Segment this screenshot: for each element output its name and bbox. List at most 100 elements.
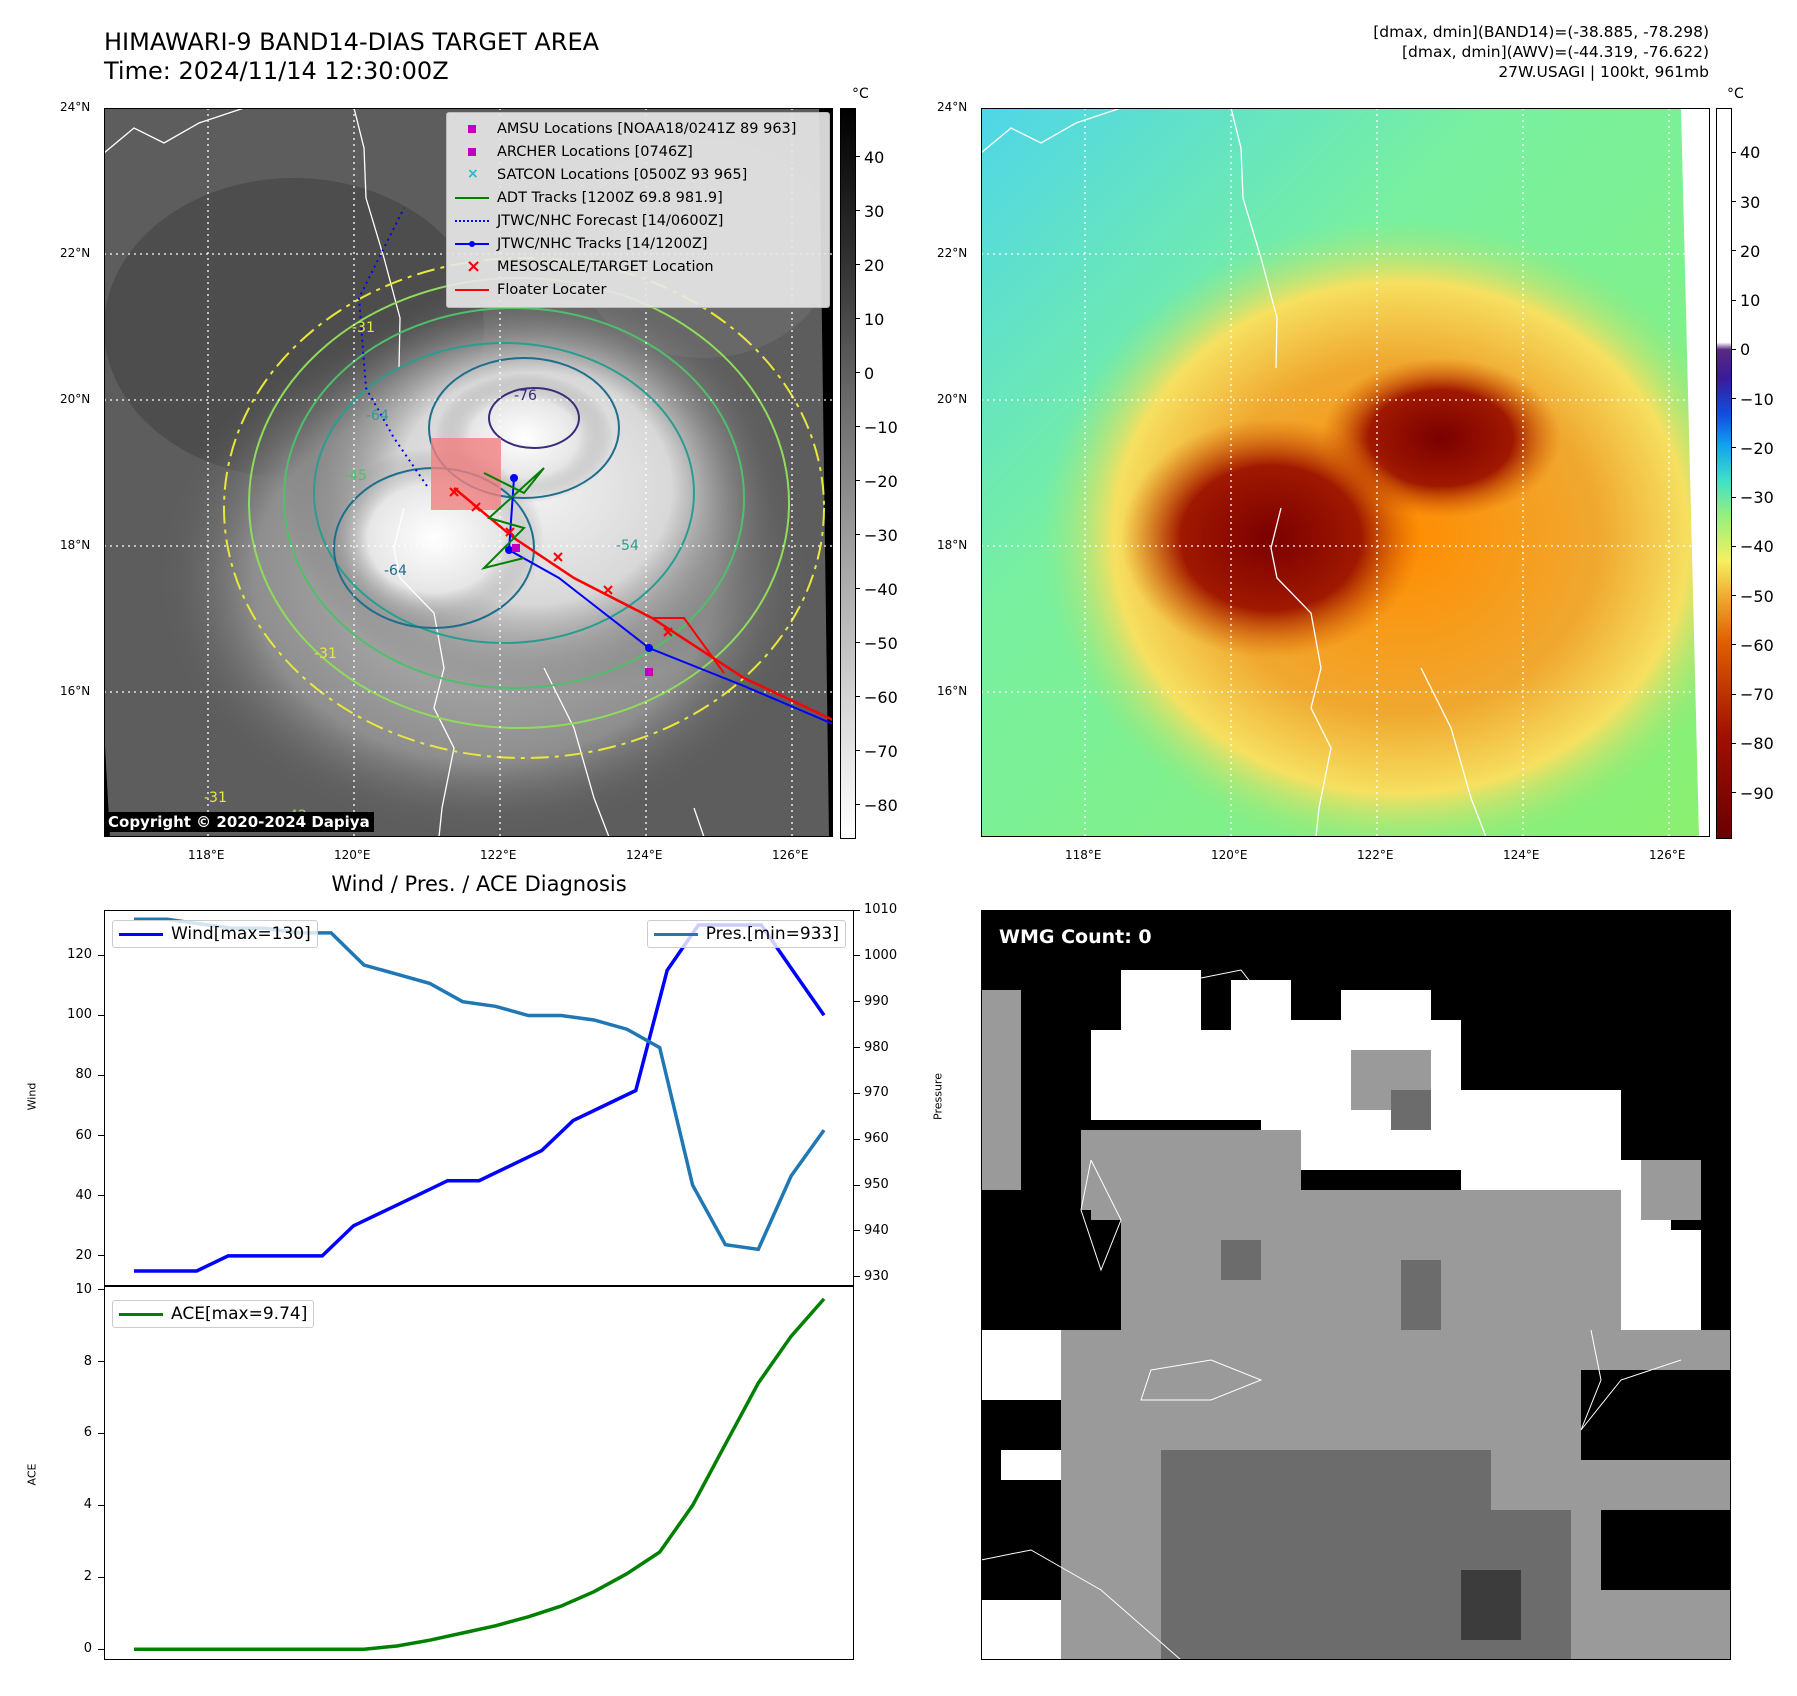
colorbar-tick-label: 10 bbox=[864, 309, 885, 329]
y-tick bbox=[98, 1576, 104, 1578]
y-tick bbox=[98, 1361, 104, 1363]
colorbar-tick-label: 10 bbox=[1740, 291, 1761, 311]
left-colorbar-unit: °C bbox=[852, 86, 869, 102]
colorbar-tick bbox=[1731, 496, 1736, 498]
colorbar-tick-label: 30 bbox=[1740, 192, 1761, 212]
ace-series-line bbox=[134, 1297, 826, 1651]
y-tick bbox=[854, 1276, 860, 1278]
legend-swatch bbox=[455, 189, 489, 207]
lat-label: 18°N bbox=[60, 538, 91, 552]
lat-label: 20°N bbox=[937, 392, 968, 406]
contour-label: -31 bbox=[204, 790, 227, 806]
colorbar-tick-label: 30 bbox=[864, 201, 885, 221]
y-tick-label: 970 bbox=[864, 1085, 889, 1101]
colorbar-tick-label: −20 bbox=[1740, 438, 1774, 458]
y-tick bbox=[98, 1195, 104, 1197]
wind-legend-label: Wind[max=130] bbox=[171, 924, 311, 944]
colorbar-tick bbox=[1731, 742, 1736, 744]
lon-label: 124°E bbox=[1503, 848, 1540, 862]
contour-label: -31 bbox=[352, 320, 375, 336]
wind-pressure-axes: Wind[max=130] Pres.[min=933] bbox=[104, 910, 854, 1286]
y-tick-label: 930 bbox=[864, 1268, 889, 1284]
pressure-legend-swatch bbox=[653, 932, 698, 936]
colorbar-tick bbox=[855, 588, 860, 590]
y-tick bbox=[98, 1648, 104, 1650]
pressure-legend-label: Pres.[min=933] bbox=[705, 924, 839, 944]
colorbar-tick bbox=[1731, 250, 1736, 252]
y-tick-label: 1010 bbox=[864, 902, 898, 917]
legend-label: Floater Locater bbox=[497, 282, 607, 298]
colorbar-tick-label: 0 bbox=[1740, 340, 1751, 360]
y-tick bbox=[98, 1289, 104, 1291]
pressure-legend: Pres.[min=933] bbox=[646, 920, 846, 948]
lat-label: 24°N bbox=[60, 100, 91, 114]
y-tick bbox=[98, 1432, 104, 1434]
ir-map-panel: -76 -64 -54 -31 -42 -31 -64 -45 -31 AMSU… bbox=[103, 107, 834, 838]
colorbar-tick-label: −60 bbox=[864, 687, 898, 707]
y-tick bbox=[854, 1001, 860, 1003]
ace-axis-label: ACE bbox=[25, 1463, 39, 1486]
colorbar-tick-label: −60 bbox=[1740, 635, 1774, 655]
lon-label: 118°E bbox=[188, 848, 225, 862]
y-tick bbox=[854, 909, 860, 911]
colorbar-tick bbox=[855, 264, 860, 266]
awv-coastlines bbox=[981, 108, 1487, 837]
colorbar-tick bbox=[1731, 151, 1736, 153]
ace-legend-label: ACE[max=9.74] bbox=[171, 1304, 308, 1324]
colorbar-tick-label: −70 bbox=[864, 741, 898, 761]
adt-track bbox=[480, 467, 545, 570]
colorbar-tick-label: −80 bbox=[1740, 734, 1774, 754]
colorbar-tick bbox=[1731, 398, 1736, 400]
colorbar-tick-label: 40 bbox=[1740, 143, 1761, 163]
jtwc-forecast-track bbox=[357, 207, 428, 487]
lat-label: 20°N bbox=[60, 392, 91, 406]
colorbar-tick bbox=[855, 750, 860, 752]
legend-label: JTWC/NHC Forecast [14/0600Z] bbox=[497, 213, 724, 229]
legend-swatch bbox=[455, 212, 489, 230]
wmg-darkgray-regions bbox=[1161, 1090, 1571, 1660]
wind-legend-swatch bbox=[119, 932, 163, 936]
y-tick-label: 1000 bbox=[864, 947, 898, 963]
colorbar-tick bbox=[1731, 348, 1736, 350]
colorbar-tick bbox=[855, 480, 860, 482]
ir-map-frame bbox=[104, 108, 833, 837]
ace-legend-swatch bbox=[119, 1312, 163, 1316]
colorbar-tick bbox=[855, 696, 860, 698]
lat-label: 16°N bbox=[937, 684, 968, 698]
y-tick bbox=[98, 1135, 104, 1137]
legend-row: JTWC/NHC Tracks [14/1200Z] bbox=[455, 234, 708, 254]
figure-title: HIMAWARI-9 BAND14-DIAS TARGET AREA bbox=[104, 28, 600, 56]
y-tick-label: 0 bbox=[83, 1641, 92, 1657]
legend-label: JTWC/NHC Tracks [14/1200Z] bbox=[497, 236, 708, 252]
y-tick bbox=[98, 1014, 104, 1016]
contour-label: -31 bbox=[314, 646, 337, 662]
y-tick-label: 120 bbox=[67, 947, 92, 963]
y-tick bbox=[854, 1230, 860, 1232]
colorbar-tick bbox=[855, 426, 860, 428]
awv-map bbox=[981, 108, 1710, 837]
awv-gridlines bbox=[981, 108, 1710, 837]
colorbar-tick bbox=[855, 318, 860, 320]
wind-legend: Wind[max=130] bbox=[112, 920, 318, 948]
y-tick-label: 960 bbox=[864, 1131, 889, 1147]
y-tick-label: 40 bbox=[75, 1187, 92, 1203]
y-tick-label: 980 bbox=[864, 1039, 889, 1055]
legend-swatch bbox=[455, 120, 489, 138]
storm-info: 27W.USAGI | 100kt, 961mb bbox=[1498, 63, 1709, 81]
coastlines bbox=[103, 107, 705, 838]
awv-map-panel bbox=[981, 108, 1710, 837]
colorbar-tick-label: −70 bbox=[1740, 685, 1774, 705]
colorbar-tick-label: −50 bbox=[1740, 586, 1774, 606]
copyright-label: Copyright © 2020-2024 Dapiya bbox=[104, 812, 374, 832]
colorbar-tick-label: −30 bbox=[864, 525, 898, 545]
contour-label: -76 bbox=[514, 388, 537, 404]
colorbar-tick bbox=[855, 534, 860, 536]
wmg-coastlines bbox=[981, 969, 1682, 1660]
legend-row: JTWC/NHC Forecast [14/0600Z] bbox=[455, 211, 723, 231]
y-tick bbox=[854, 1092, 860, 1094]
wmg-darkest-regions bbox=[1461, 1570, 1521, 1640]
y-tick-label: 100 bbox=[67, 1007, 92, 1023]
right-colorbar bbox=[1716, 108, 1732, 839]
colorbar-tick-label: 20 bbox=[1740, 241, 1761, 261]
lat-label: 16°N bbox=[60, 684, 91, 698]
